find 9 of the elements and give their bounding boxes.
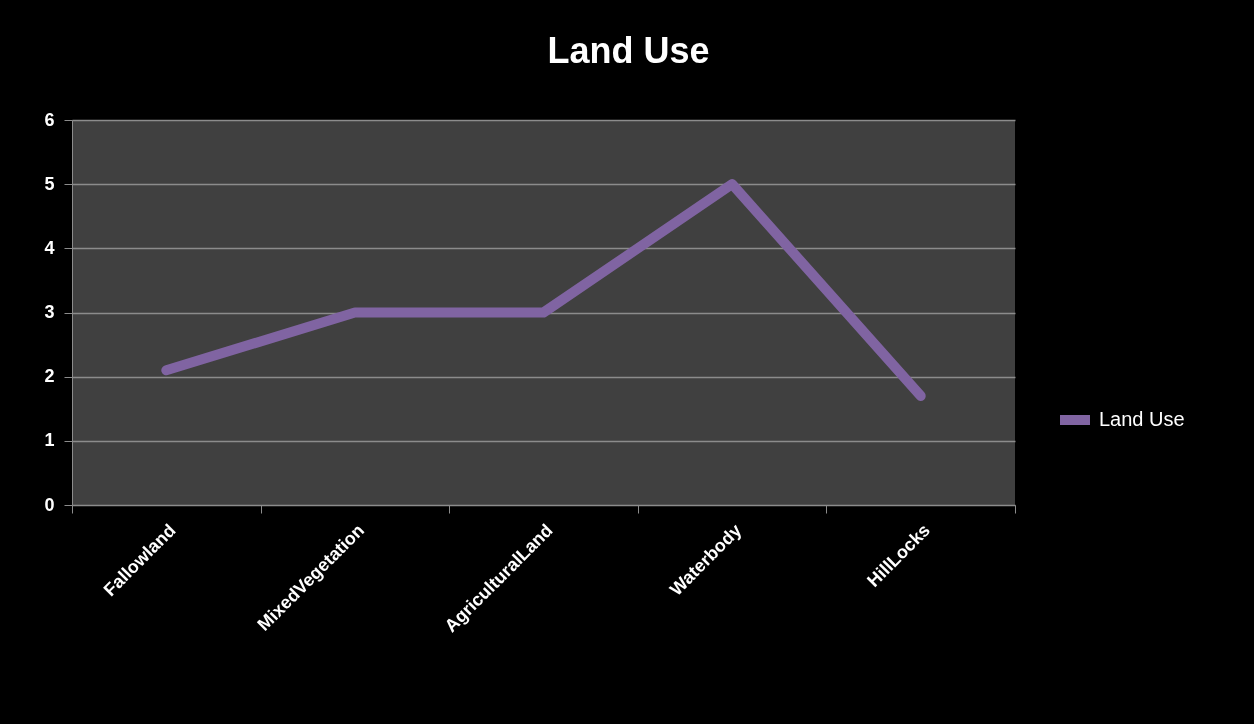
y-tick-label: 5 — [44, 173, 55, 194]
y-tick-label: 3 — [44, 302, 55, 322]
y-tick-label: 2 — [44, 366, 55, 387]
legend-label: Land Use — [1099, 408, 1185, 430]
chart-title: Land Use — [547, 30, 710, 71]
y-tick-label: 6 — [44, 109, 55, 130]
y-tick-label: 0 — [44, 494, 55, 515]
y-tick-label: 4 — [44, 237, 55, 258]
y-tick-label: 1 — [44, 430, 55, 451]
